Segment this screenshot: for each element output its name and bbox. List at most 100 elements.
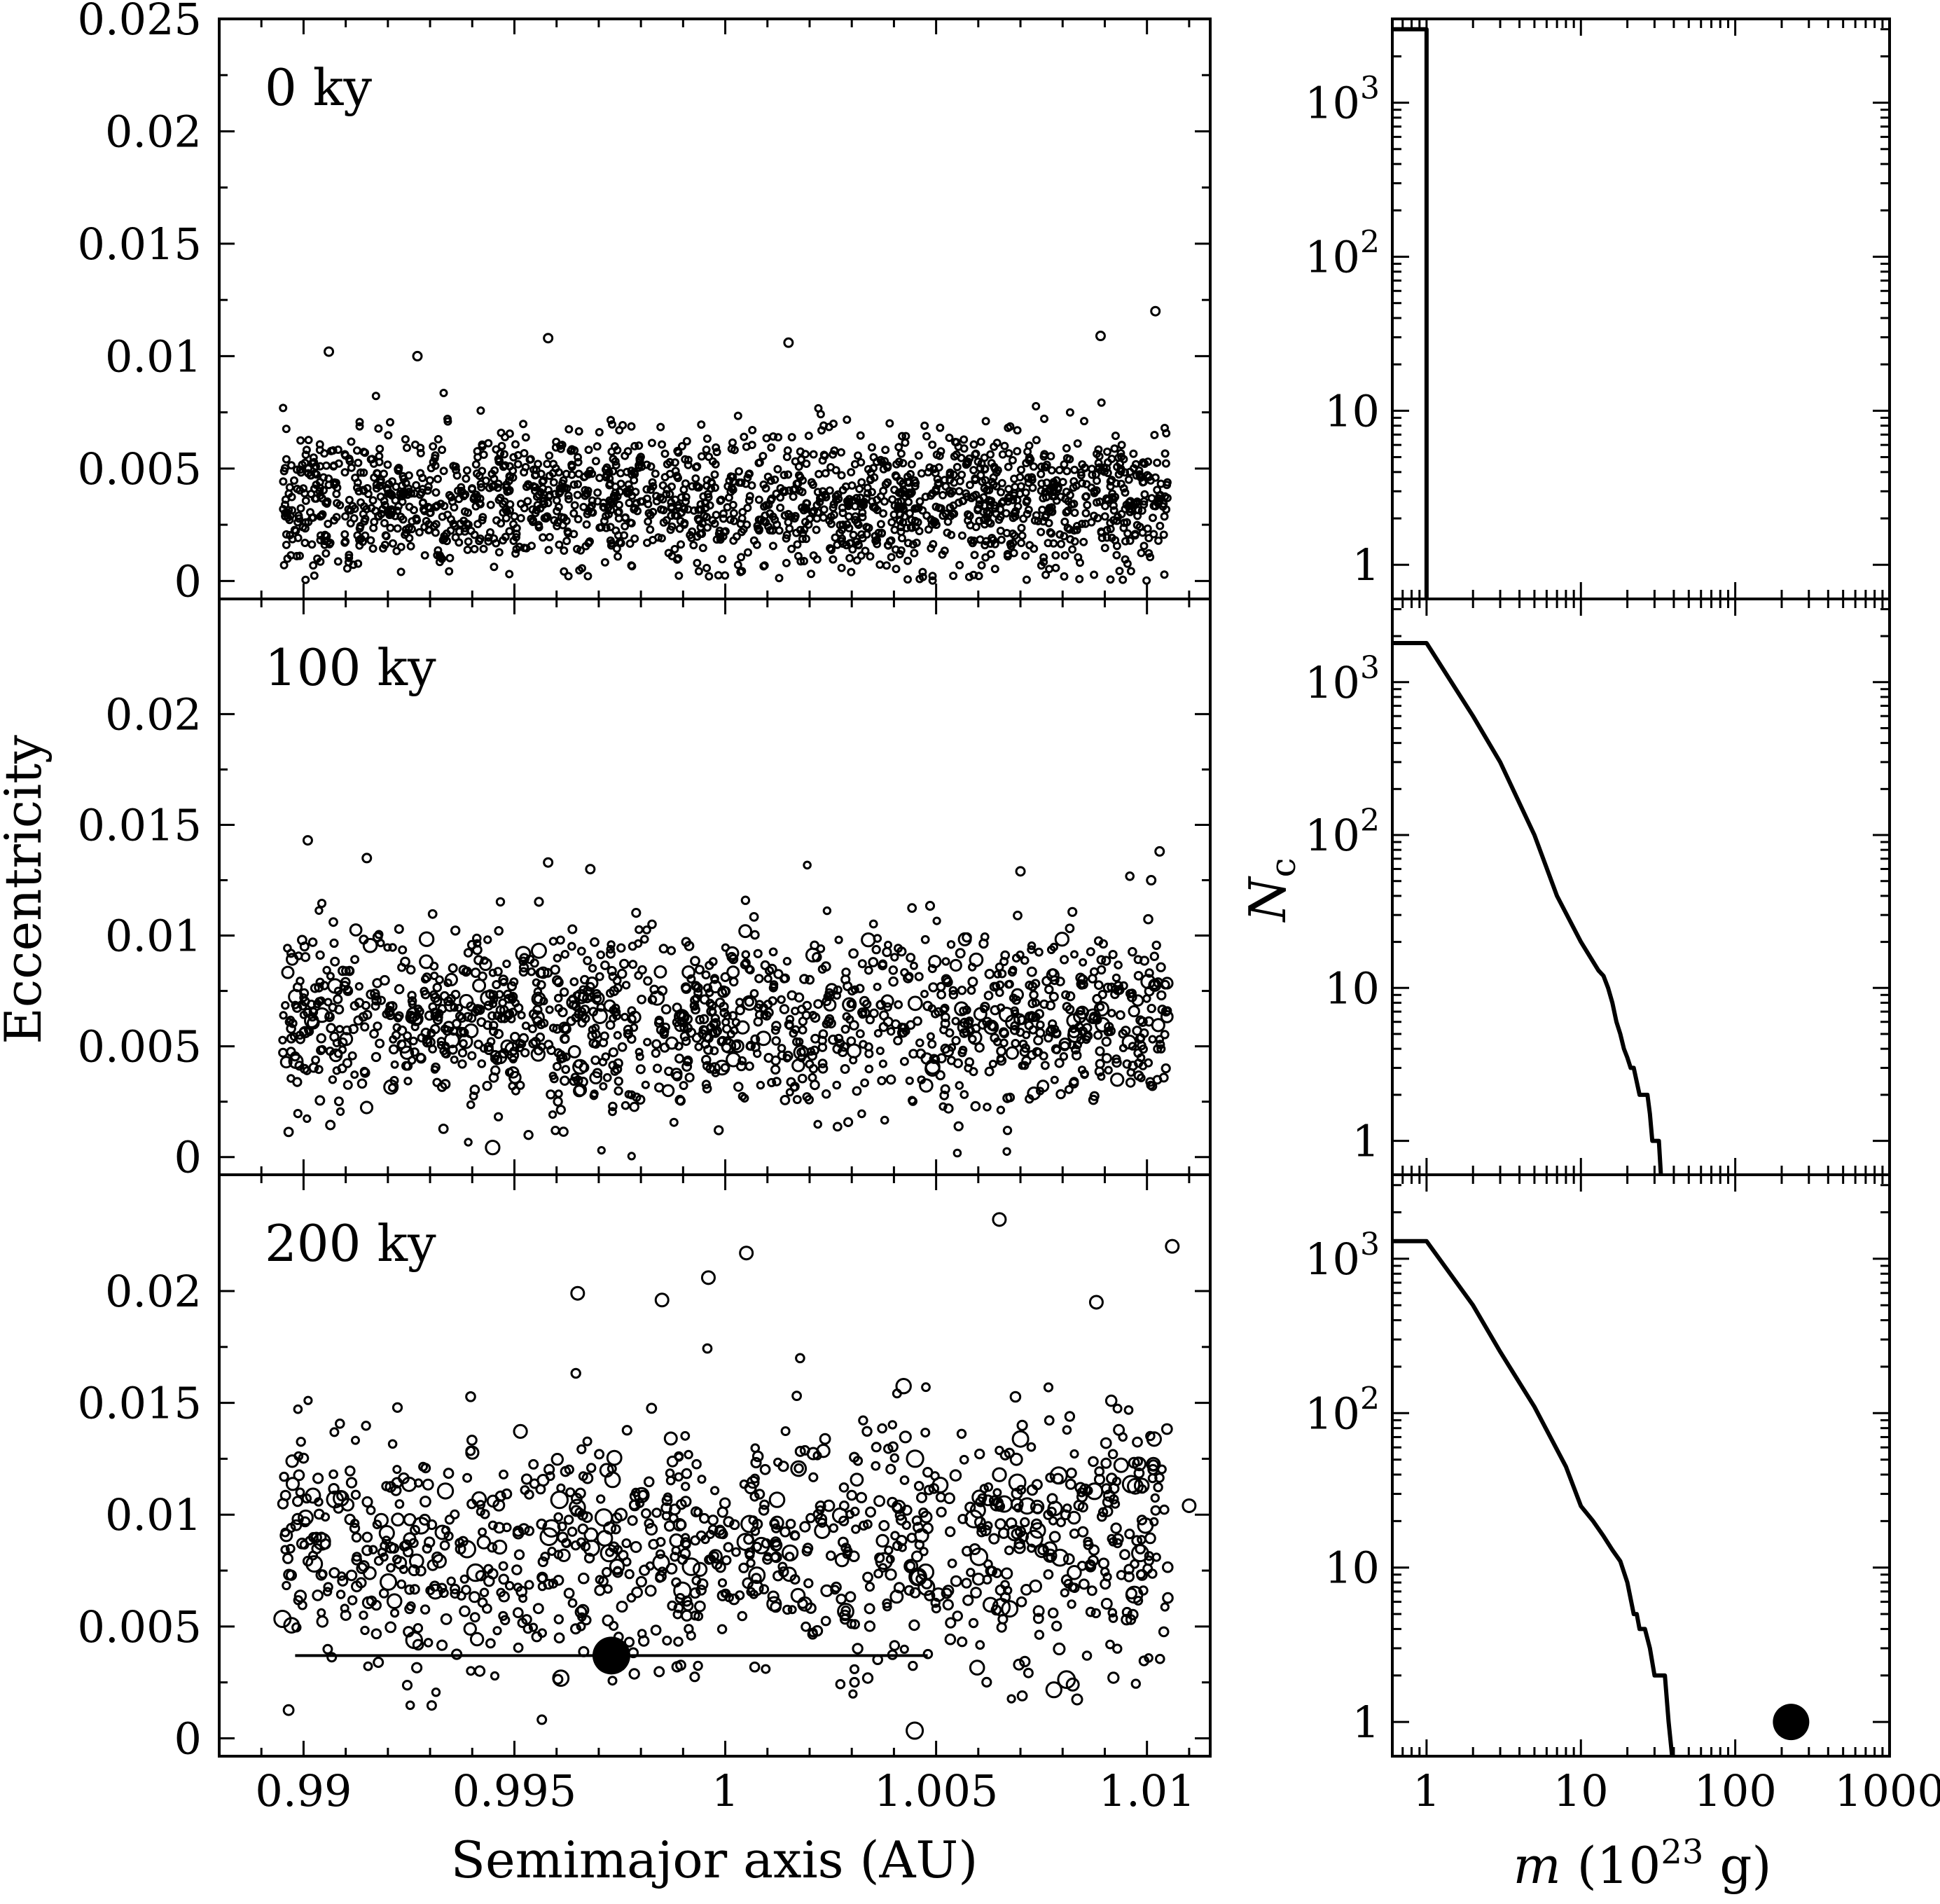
particle-point — [794, 462, 803, 471]
particle-point — [899, 1430, 912, 1444]
particle-point — [919, 1078, 934, 1093]
particle-point — [1103, 1026, 1114, 1037]
particle-point — [697, 420, 706, 429]
particle-point — [279, 1489, 291, 1501]
particle-point — [282, 455, 291, 464]
particle-point — [820, 1584, 833, 1597]
particle-point — [702, 983, 713, 993]
particle-point — [295, 1487, 305, 1498]
particle-point — [403, 1077, 413, 1086]
particle-point — [436, 1582, 448, 1594]
particle-point — [598, 1575, 609, 1587]
particle-point — [510, 512, 519, 521]
particle-point — [750, 1456, 762, 1469]
particle-point — [1016, 1596, 1027, 1608]
particle-point — [1137, 549, 1146, 558]
particle-point — [1138, 1061, 1148, 1070]
particle-point — [703, 1033, 714, 1043]
particle-point — [492, 1626, 502, 1636]
particle-point — [817, 1063, 829, 1074]
particle-point — [1093, 980, 1104, 991]
particle-point — [1080, 1070, 1089, 1079]
particle-point — [864, 1603, 875, 1615]
particle-point — [783, 337, 794, 348]
particle-point — [355, 1577, 367, 1589]
particle-point — [309, 561, 318, 570]
particle-point — [420, 551, 429, 560]
particle-point — [1051, 563, 1060, 572]
particle-point — [933, 474, 942, 483]
particle-point — [574, 427, 583, 436]
particle-point — [810, 1012, 821, 1023]
particle-point — [612, 976, 622, 986]
particle-point — [446, 993, 456, 1004]
particle-point — [583, 1539, 600, 1557]
particle-point — [1108, 1613, 1118, 1623]
particle-point — [1100, 512, 1109, 521]
particle-point — [359, 1610, 368, 1620]
particle-point — [693, 1508, 703, 1517]
particle-point — [825, 486, 834, 495]
particle-point — [458, 965, 469, 976]
particle-point — [548, 1071, 557, 1080]
particle-point — [1097, 533, 1107, 542]
particle-point — [992, 1212, 1007, 1227]
particle-point — [804, 432, 813, 441]
particle-point — [654, 1292, 670, 1308]
particle-point — [567, 941, 576, 951]
particle-point — [1025, 1529, 1044, 1548]
particle-point — [537, 1628, 548, 1638]
particle-point — [662, 490, 671, 499]
particle-point — [285, 1454, 299, 1468]
particle-point — [485, 1638, 496, 1649]
particle-point — [920, 1428, 931, 1438]
particle-point — [279, 477, 288, 486]
particle-point — [763, 974, 772, 984]
particle-point — [834, 935, 843, 944]
particle-point — [588, 469, 597, 478]
particle-point — [1055, 977, 1065, 987]
particle-point — [965, 481, 974, 490]
particle-point — [1122, 1059, 1132, 1069]
particle-point — [857, 959, 867, 969]
particle-point — [817, 1035, 827, 1046]
particle-point — [887, 518, 896, 527]
particle-point — [1163, 1006, 1172, 1016]
particle-point — [294, 1061, 305, 1071]
particle-point — [494, 926, 504, 936]
particle-point — [920, 934, 930, 944]
particle-point — [427, 909, 438, 919]
particle-point — [512, 533, 520, 541]
particle-point — [430, 971, 439, 981]
particle-point — [875, 1552, 893, 1571]
particle-point — [684, 460, 693, 469]
particle-point — [966, 986, 976, 995]
particle-point — [532, 465, 541, 474]
particle-point — [1145, 1430, 1156, 1442]
particle-point — [556, 444, 565, 453]
particle-point — [692, 481, 701, 490]
particle-point — [784, 1552, 795, 1562]
particle-point — [482, 1603, 492, 1614]
particle-point — [304, 436, 313, 445]
particle-point — [985, 501, 995, 510]
particle-point — [1014, 1526, 1027, 1538]
particle-point — [872, 457, 881, 467]
x-axis-title-semimajor-axis: Semimajor axis (AU) — [451, 1830, 978, 1889]
particle-point — [623, 1636, 635, 1648]
particle-point — [586, 1463, 597, 1473]
particle-point — [404, 1584, 415, 1595]
particle-point — [834, 1552, 850, 1568]
particle-point — [576, 1603, 590, 1617]
particle-point — [349, 1522, 361, 1534]
particle-point — [341, 512, 350, 521]
particle-point — [907, 995, 923, 1012]
particle-point — [360, 1625, 370, 1636]
particle-point — [996, 1622, 1007, 1633]
particle-point — [1129, 464, 1138, 473]
particle-point — [332, 1066, 341, 1075]
particle-point — [770, 1551, 782, 1564]
particle-point — [984, 1066, 995, 1077]
particle-point — [323, 1582, 333, 1592]
particle-point — [950, 478, 959, 487]
